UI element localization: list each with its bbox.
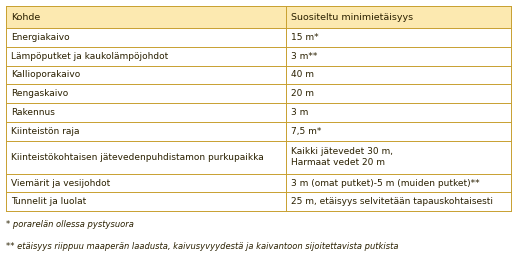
Bar bbox=[6, 122, 286, 141]
Text: Kiinteistön raja: Kiinteistön raja bbox=[11, 127, 80, 136]
Text: 15 m*: 15 m* bbox=[292, 33, 319, 42]
Text: Kaikki jätevedet 30 m,: Kaikki jätevedet 30 m, bbox=[292, 147, 393, 156]
Text: 3 m (omat putket)-5 m (muiden putket)**: 3 m (omat putket)-5 m (muiden putket)** bbox=[292, 178, 480, 187]
Text: Suositeltu minimietäisyys: Suositeltu minimietäisyys bbox=[292, 13, 414, 22]
Text: ** etäisyys riippuu maaperän laadusta, kaivusyvyydestä ja kaivantoon sijoitettav: ** etäisyys riippuu maaperän laadusta, k… bbox=[6, 242, 399, 251]
Bar bbox=[6, 28, 286, 47]
Bar bbox=[286, 174, 511, 193]
Bar bbox=[6, 141, 286, 174]
Bar bbox=[6, 47, 286, 66]
Text: Lämpöputket ja kaukolämpöjohdot: Lämpöputket ja kaukolämpöjohdot bbox=[11, 52, 169, 61]
Bar bbox=[286, 6, 511, 28]
Text: 40 m: 40 m bbox=[292, 70, 314, 79]
Text: 20 m: 20 m bbox=[292, 89, 314, 98]
Text: * porarelän ollessa pystysuora: * porarelän ollessa pystysuora bbox=[6, 220, 134, 229]
Text: Rengaskaivo: Rengaskaivo bbox=[11, 89, 69, 98]
Bar bbox=[286, 141, 511, 174]
Text: 7,5 m*: 7,5 m* bbox=[292, 127, 322, 136]
Text: Harmaat vedet 20 m: Harmaat vedet 20 m bbox=[292, 158, 388, 167]
Bar bbox=[286, 193, 511, 211]
Bar bbox=[286, 66, 511, 84]
Bar bbox=[286, 122, 511, 141]
Bar bbox=[286, 103, 511, 122]
Text: Kiinteistökohtaisen jätevedenpuhdistamon purkupaikka: Kiinteistökohtaisen jätevedenpuhdistamon… bbox=[11, 153, 264, 162]
Text: Kallioporakaivo: Kallioporakaivo bbox=[11, 70, 81, 79]
Text: 3 m: 3 m bbox=[292, 108, 309, 117]
Text: Viemärit ja vesijohdot: Viemärit ja vesijohdot bbox=[11, 178, 111, 187]
Bar bbox=[286, 28, 511, 47]
Bar bbox=[6, 84, 286, 103]
Text: 3 m**: 3 m** bbox=[292, 52, 318, 61]
Bar bbox=[286, 47, 511, 66]
Text: Rakennus: Rakennus bbox=[11, 108, 55, 117]
Bar bbox=[6, 174, 286, 193]
Text: Kohde: Kohde bbox=[11, 13, 41, 22]
Text: Tunnelit ja luolat: Tunnelit ja luolat bbox=[11, 197, 87, 206]
Bar bbox=[286, 84, 511, 103]
Text: Energiakaivo: Energiakaivo bbox=[11, 33, 70, 42]
Text: 25 m, etäisyys selvitetään tapauskohtaisesti: 25 m, etäisyys selvitetään tapauskohtais… bbox=[292, 197, 493, 206]
Bar bbox=[6, 193, 286, 211]
Bar bbox=[6, 6, 286, 28]
Bar bbox=[6, 66, 286, 84]
Bar bbox=[6, 103, 286, 122]
